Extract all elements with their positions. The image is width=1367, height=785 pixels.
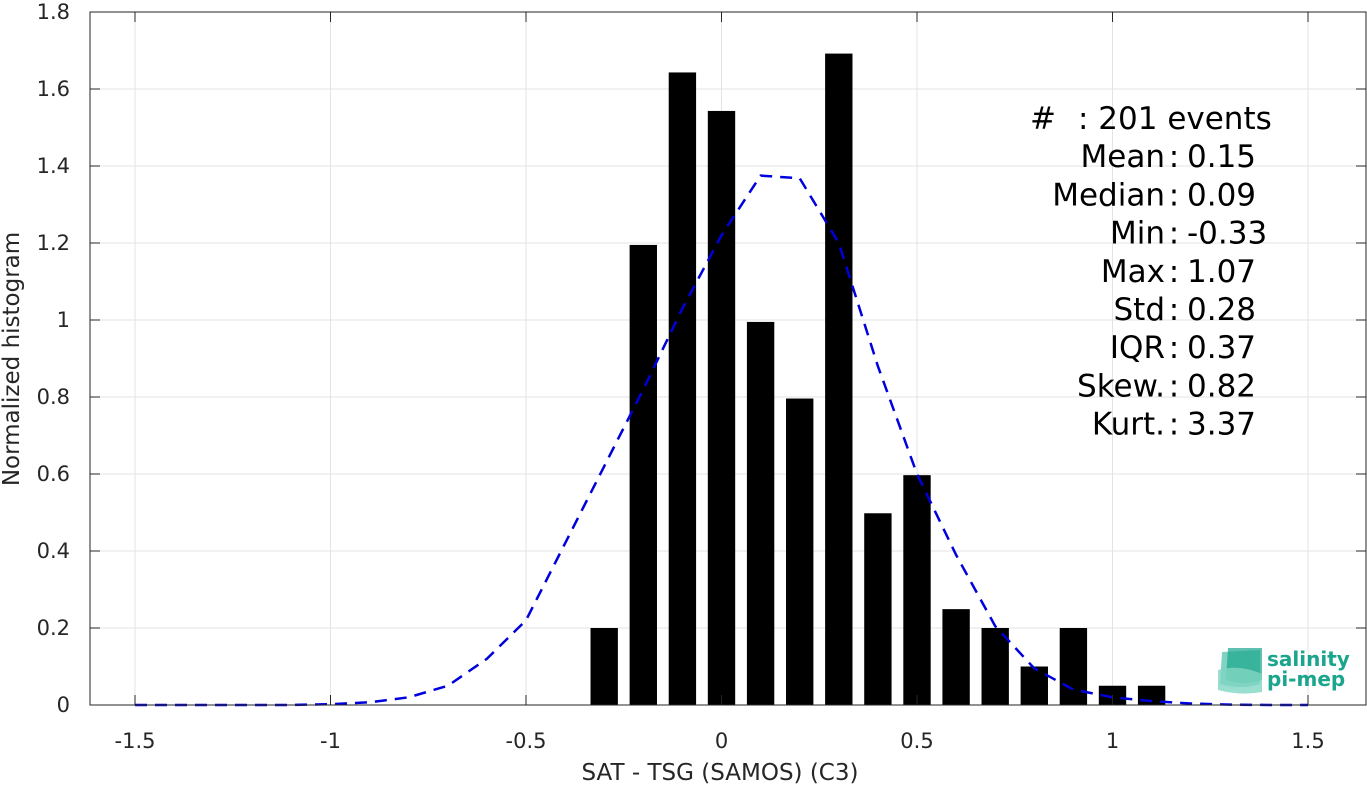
- x-tick-label-0: -1.5: [115, 729, 156, 753]
- bar-3: [707, 110, 736, 705]
- bar-5: [786, 398, 814, 705]
- stat-sep-2: :: [1169, 177, 1179, 213]
- bar-10: [981, 628, 1009, 705]
- y-tick-label-6: 1.2: [37, 231, 70, 255]
- y-tick-label-7: 1.4: [37, 154, 70, 178]
- logo-line2: pi-mep: [1267, 667, 1345, 691]
- axes: [89, 11, 1367, 706]
- stat-value-4: 1.07: [1187, 254, 1256, 290]
- stat-label-2: Median: [1052, 177, 1165, 213]
- salinity-pi-mep-logo: salinity pi-mep: [1218, 647, 1350, 694]
- bar-12: [1059, 628, 1088, 705]
- y-axis-label: Normalized histogram: [0, 232, 25, 486]
- bar-11: [1020, 666, 1048, 705]
- x-tick-label-3: 0: [715, 729, 728, 753]
- bar-0: [590, 628, 618, 705]
- bar-4: [746, 321, 775, 705]
- y-tick-label-8: 1.6: [37, 77, 70, 101]
- histogram-bars: [590, 53, 1166, 706]
- stat-label: #: [1030, 101, 1056, 137]
- fit-curve: [135, 174, 1308, 707]
- stat-label-8: Kurt.: [1092, 407, 1165, 443]
- x-tick-label-1: -1: [320, 729, 341, 753]
- stat-label-1: Mean: [1081, 139, 1165, 175]
- stat-value-7: 0.82: [1187, 368, 1256, 404]
- axes-box: [89, 11, 1367, 706]
- bar-6: [825, 53, 853, 705]
- y-tick-label-9: 1.8: [37, 0, 70, 24]
- tick-labels: -1.5 -1 -0.5 0 0.5 1 1.5 0 0.2 0.4 0.6 0.8 1 1.2 1.4 1.…: [37, 0, 1325, 753]
- bar-8: [903, 475, 931, 705]
- stat-value: : 201 events: [1078, 101, 1272, 137]
- bar-9: [942, 609, 970, 705]
- bar-1: [629, 244, 657, 706]
- stat-sep-8: :: [1169, 407, 1179, 443]
- stat-value-5: 0.28: [1187, 292, 1256, 328]
- x-tick-label-2: -0.5: [506, 729, 547, 753]
- stat-sep-6: :: [1169, 330, 1179, 366]
- stat-sep-7: :: [1169, 368, 1179, 404]
- stat-label-5: Std: [1113, 292, 1165, 328]
- y-tick-label-3: 0.6: [37, 462, 70, 486]
- stat-sep-1: :: [1169, 139, 1179, 175]
- y-tick-label-0: 0: [57, 693, 70, 717]
- wave-logo-icon: [1218, 648, 1262, 694]
- stat-sep-5: :: [1169, 292, 1179, 328]
- bar-2: [668, 72, 697, 705]
- stat-label-3: Min: [1110, 216, 1165, 252]
- stat-label-4: Max: [1101, 254, 1165, 290]
- stat-value-8: 3.37: [1187, 407, 1256, 443]
- fit-line: [135, 174, 1308, 707]
- stat-label-7: Skew.: [1077, 368, 1165, 404]
- stat-sep-4: :: [1169, 254, 1179, 290]
- stat-label-6: IQR: [1110, 330, 1165, 366]
- x-tick-label-4: 0.5: [900, 729, 933, 753]
- stat-value-6: 0.37: [1187, 330, 1256, 366]
- y-tick-label-5: 1: [57, 308, 70, 332]
- y-tick-label-4: 0.8: [37, 385, 70, 409]
- y-tick-label-2: 0.4: [37, 539, 70, 563]
- x-tick-label-6: 1.5: [1291, 729, 1324, 753]
- x-tick-label-5: 1: [1106, 729, 1119, 753]
- stat-value-2: 0.09: [1187, 177, 1256, 213]
- y-tick-label-1: 0.2: [37, 616, 70, 640]
- stat-value-1: 0.15: [1187, 139, 1256, 175]
- stat-value-3: -0.33: [1187, 216, 1267, 252]
- x-axis-label: SAT - TSG (SAMOS) (C3): [582, 760, 859, 785]
- logo-line1: salinity: [1267, 647, 1350, 671]
- stat-row-0: # : 201 events: [1030, 101, 1272, 137]
- stat-sep-3: :: [1169, 216, 1179, 252]
- bar-7: [864, 513, 892, 705]
